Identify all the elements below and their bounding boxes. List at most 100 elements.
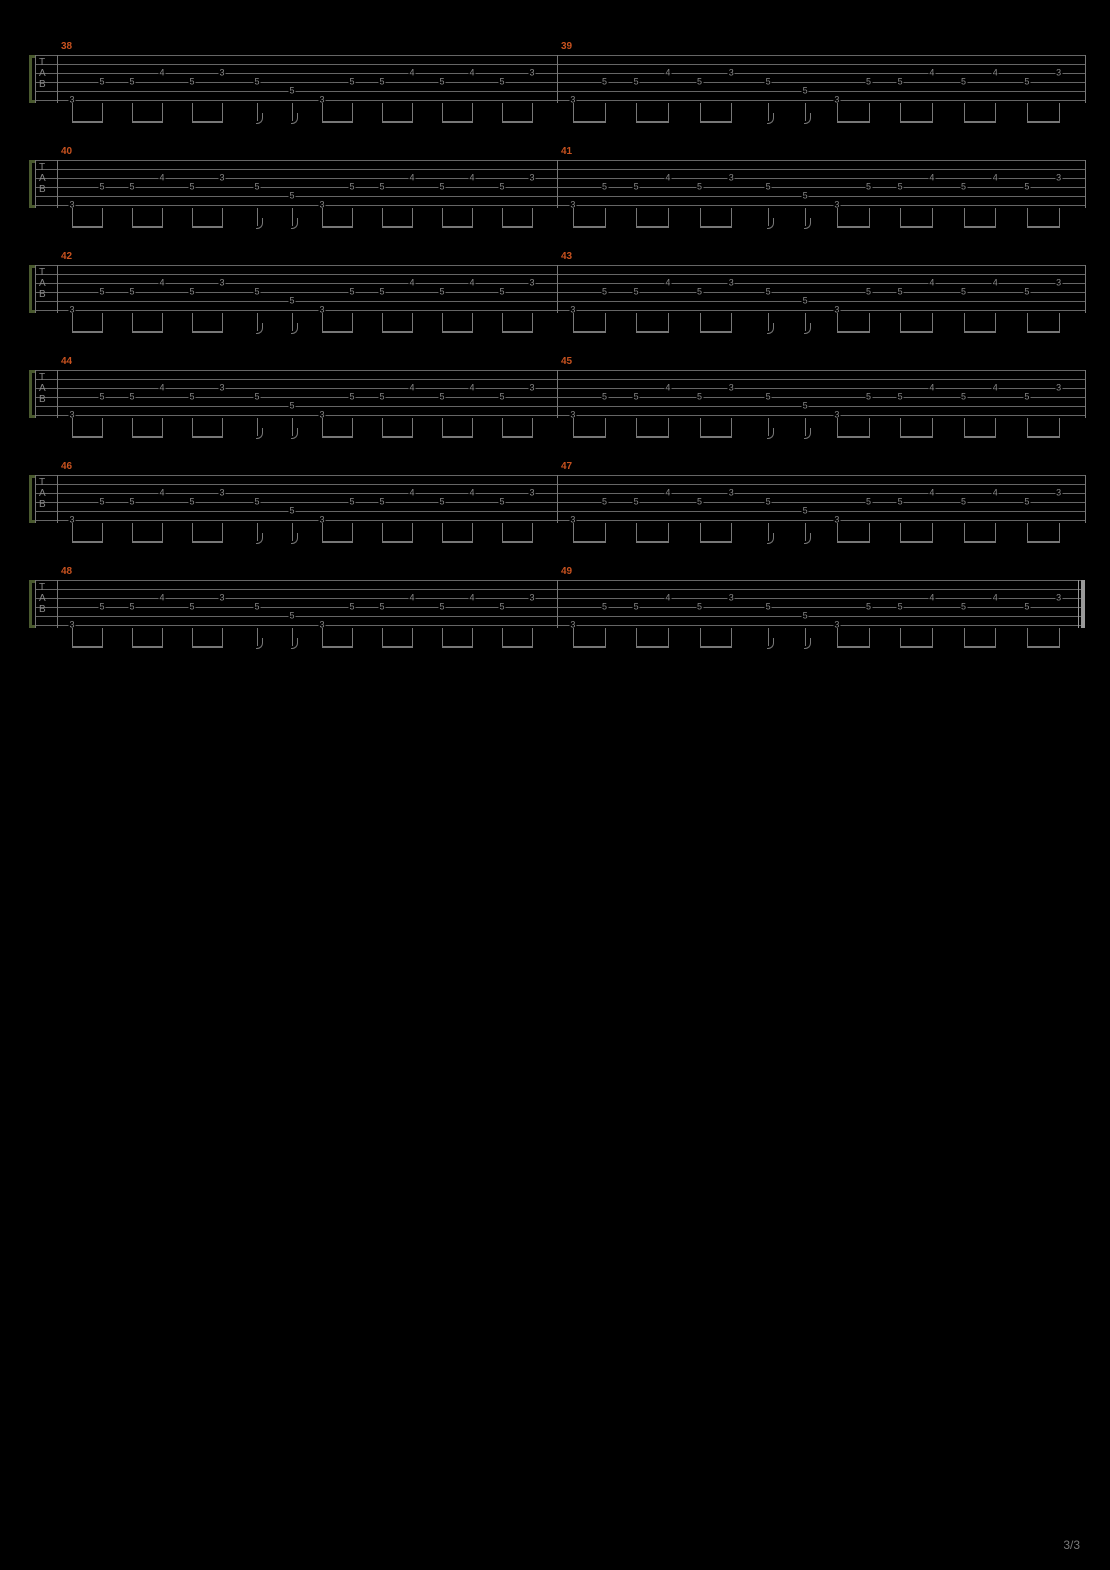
note-stem xyxy=(382,103,383,121)
fret-number: 5 xyxy=(601,183,608,192)
note-stem xyxy=(192,523,193,541)
staff-line xyxy=(35,511,1085,512)
note-stem xyxy=(102,103,103,121)
tab-clef: T A B xyxy=(39,57,46,90)
note-stem xyxy=(72,628,73,646)
measure-number: 39 xyxy=(561,41,572,52)
note-stem xyxy=(162,523,163,541)
note-stem xyxy=(700,208,701,226)
note-stem xyxy=(222,208,223,226)
fret-number: 5 xyxy=(498,498,505,507)
fret-number: 5 xyxy=(897,78,904,87)
note-stem xyxy=(573,418,574,436)
note-stem xyxy=(322,313,323,331)
note-stem xyxy=(605,523,606,541)
note-stem xyxy=(322,628,323,646)
barline xyxy=(557,160,558,208)
fret-number: 4 xyxy=(928,489,935,498)
note-stem xyxy=(700,628,701,646)
barline xyxy=(57,580,58,628)
note-beam xyxy=(700,541,733,543)
barline xyxy=(557,265,558,313)
note-beam xyxy=(573,226,606,228)
note-beam xyxy=(1027,226,1060,228)
staff-line xyxy=(35,589,1085,590)
fret-number: 5 xyxy=(128,603,135,612)
note-flag xyxy=(291,533,298,544)
fret-number: 4 xyxy=(664,489,671,498)
fret-number: 5 xyxy=(98,288,105,297)
fret-number: 3 xyxy=(1055,279,1062,288)
fret-number: 5 xyxy=(438,393,445,402)
fret-number: 4 xyxy=(928,69,935,78)
note-beam xyxy=(72,436,103,438)
note-stem xyxy=(869,313,870,331)
note-stem xyxy=(1059,628,1060,646)
note-beam xyxy=(502,541,533,543)
note-stem xyxy=(900,523,901,541)
note-stem xyxy=(132,628,133,646)
fret-number: 5 xyxy=(288,402,295,411)
note-beam xyxy=(837,121,870,123)
note-stem xyxy=(442,313,443,331)
fret-number: 3 xyxy=(728,594,735,603)
note-stem xyxy=(502,103,503,121)
note-stem xyxy=(352,628,353,646)
note-stem xyxy=(322,523,323,541)
note-stem xyxy=(964,628,965,646)
fret-number: 5 xyxy=(601,498,608,507)
note-stem xyxy=(900,208,901,226)
staff-line xyxy=(35,406,1085,407)
fret-number: 5 xyxy=(960,393,967,402)
note-stem xyxy=(352,103,353,121)
fret-number: 5 xyxy=(128,78,135,87)
note-stem xyxy=(162,208,163,226)
fret-number: 5 xyxy=(288,507,295,516)
fret-number: 4 xyxy=(992,279,999,288)
fret-number: 4 xyxy=(408,489,415,498)
fret-number: 5 xyxy=(802,87,809,96)
note-stem xyxy=(132,313,133,331)
note-stem xyxy=(900,313,901,331)
note-beam xyxy=(442,541,473,543)
fret-number: 5 xyxy=(633,288,640,297)
note-stem xyxy=(472,418,473,436)
note-beam xyxy=(382,541,413,543)
fret-number: 5 xyxy=(188,393,195,402)
note-stem xyxy=(102,418,103,436)
note-stem xyxy=(352,313,353,331)
note-beam xyxy=(442,331,473,333)
note-stem xyxy=(72,313,73,331)
barline xyxy=(35,265,36,313)
measure-number: 40 xyxy=(61,146,72,157)
fret-number: 5 xyxy=(765,603,772,612)
note-stem xyxy=(964,523,965,541)
fret-number: 5 xyxy=(960,603,967,612)
fret-number: 3 xyxy=(1055,489,1062,498)
note-stem xyxy=(192,103,193,121)
fret-number: 3 xyxy=(728,69,735,78)
fret-number: 5 xyxy=(128,183,135,192)
note-stem xyxy=(192,628,193,646)
staff-line xyxy=(35,64,1085,65)
note-stem xyxy=(837,313,838,331)
fret-number: 5 xyxy=(696,288,703,297)
note-stem xyxy=(1059,103,1060,121)
note-stem xyxy=(412,628,413,646)
note-beam xyxy=(1027,436,1060,438)
fret-number: 5 xyxy=(802,297,809,306)
fret-number: 4 xyxy=(992,594,999,603)
fret-number: 5 xyxy=(128,498,135,507)
note-flag xyxy=(256,323,263,334)
note-stem xyxy=(932,628,933,646)
note-beam xyxy=(700,121,733,123)
fret-number: 4 xyxy=(992,174,999,183)
note-beam xyxy=(837,436,870,438)
note-stem xyxy=(964,208,965,226)
fret-number: 4 xyxy=(158,489,165,498)
note-stem xyxy=(72,523,73,541)
note-stem xyxy=(532,208,533,226)
fret-number: 5 xyxy=(188,183,195,192)
note-flag xyxy=(804,113,811,124)
fret-number: 4 xyxy=(664,384,671,393)
